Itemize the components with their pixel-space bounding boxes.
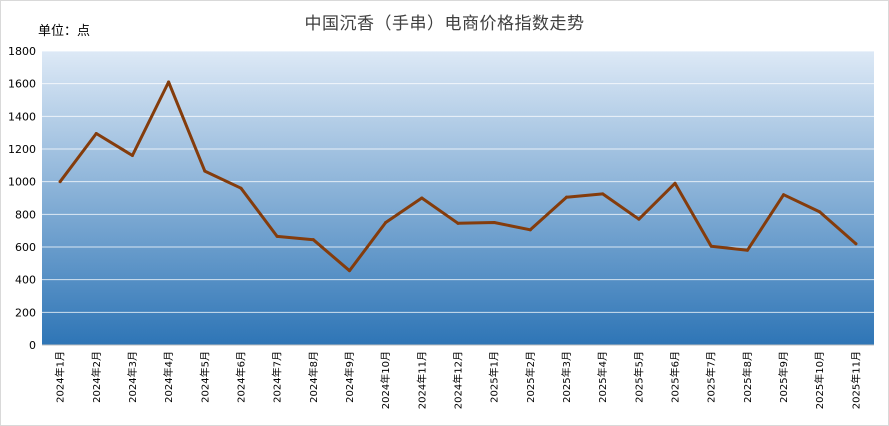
x-tick-label: 2024年7月 bbox=[271, 351, 284, 403]
x-tick-label: 2025年8月 bbox=[741, 351, 754, 403]
x-tick-label: 2025年4月 bbox=[596, 351, 609, 403]
data-point bbox=[456, 221, 460, 225]
x-tick-label: 2025年11月 bbox=[849, 351, 862, 409]
data-point bbox=[745, 248, 749, 252]
chart-title: 中国沉香（手串）电商价格指数走势 bbox=[304, 14, 585, 34]
x-tick-label: 2024年9月 bbox=[343, 351, 356, 403]
x-tick-label: 2025年6月 bbox=[669, 351, 682, 403]
plot-area bbox=[42, 51, 874, 345]
data-point bbox=[203, 169, 207, 173]
data-point bbox=[673, 181, 677, 185]
x-tick-label: 2025年2月 bbox=[524, 351, 537, 403]
data-point bbox=[167, 80, 171, 84]
data-point bbox=[130, 154, 134, 158]
data-point bbox=[637, 217, 641, 221]
x-tick-label: 2024年12月 bbox=[452, 351, 465, 409]
data-point bbox=[58, 180, 62, 184]
y-tick-label: 1200 bbox=[8, 143, 36, 156]
data-point bbox=[854, 242, 858, 246]
data-point bbox=[601, 192, 605, 196]
x-tick-label: 2025年3月 bbox=[560, 351, 573, 403]
x-tick-label: 2024年2月 bbox=[90, 351, 103, 403]
x-tick-label: 2025年9月 bbox=[777, 351, 790, 403]
data-point bbox=[311, 238, 315, 242]
data-point bbox=[492, 221, 496, 224]
x-tick-label: 2024年10月 bbox=[379, 351, 392, 409]
y-tick-label: 200 bbox=[15, 306, 36, 319]
x-tick-label: 2025年10月 bbox=[813, 351, 826, 409]
data-point bbox=[709, 244, 713, 248]
y-tick-label: 600 bbox=[15, 241, 36, 254]
y-tick-label: 400 bbox=[15, 274, 36, 287]
y-axis-unit-label: 单位：点 bbox=[38, 24, 91, 39]
y-tick-label: 1000 bbox=[8, 176, 36, 189]
data-point bbox=[528, 228, 532, 232]
x-tick-label: 2025年5月 bbox=[632, 351, 645, 403]
data-point bbox=[818, 210, 822, 214]
x-tick-label: 2024年3月 bbox=[126, 351, 139, 403]
data-point bbox=[239, 186, 243, 190]
data-point bbox=[565, 195, 569, 199]
x-tick-label: 2024年4月 bbox=[162, 351, 175, 403]
y-tick-label: 1800 bbox=[8, 45, 36, 58]
data-point bbox=[347, 269, 351, 273]
data-point bbox=[275, 234, 279, 238]
data-point bbox=[94, 131, 98, 135]
data-point bbox=[384, 221, 388, 224]
x-tick-label: 2024年5月 bbox=[198, 351, 211, 403]
x-tick-label: 2025年7月 bbox=[705, 351, 718, 403]
data-point bbox=[420, 196, 424, 200]
y-tick-label: 800 bbox=[15, 208, 36, 221]
y-tick-label: 1400 bbox=[8, 110, 36, 123]
x-tick-label: 2024年8月 bbox=[307, 351, 320, 403]
x-tick-label: 2024年1月 bbox=[54, 351, 67, 403]
x-tick-label: 2025年1月 bbox=[488, 351, 501, 403]
y-tick-label: 0 bbox=[29, 339, 36, 352]
data-point bbox=[782, 193, 786, 197]
x-tick-label: 2024年11月 bbox=[415, 351, 428, 409]
x-tick-label: 2024年6月 bbox=[234, 351, 247, 403]
y-tick-label: 1600 bbox=[8, 78, 36, 91]
